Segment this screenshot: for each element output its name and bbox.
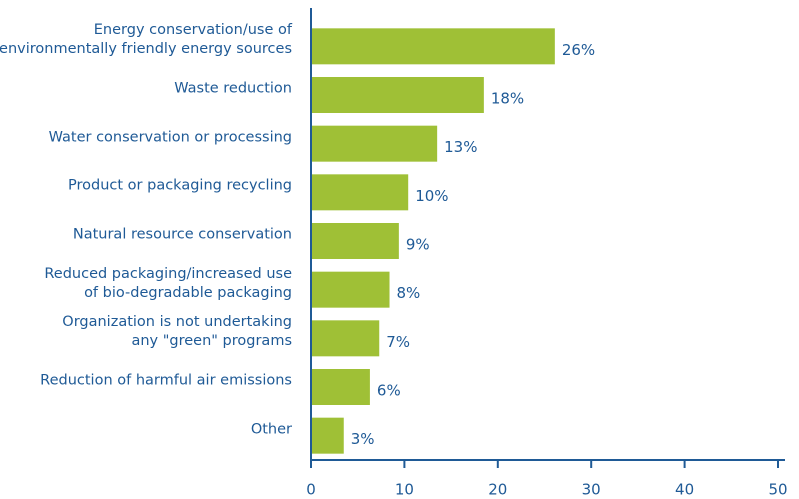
value-label: 26% <box>562 41 595 59</box>
value-label: 9% <box>406 236 430 254</box>
category-label: Reduced packaging/increased use of bio-d… <box>44 265 292 301</box>
bar <box>312 174 409 211</box>
value-label: 13% <box>444 138 477 156</box>
x-tick-label: 10 <box>395 481 414 499</box>
bar <box>312 369 370 405</box>
category-label: Reduction of harmful air emissions <box>40 372 292 389</box>
category-label: Organization is not undertaking any "gre… <box>62 314 292 350</box>
x-tick-label: 0 <box>306 481 316 499</box>
bar <box>312 223 399 259</box>
category-label: Other <box>250 421 292 438</box>
bar <box>312 320 380 357</box>
value-label: 18% <box>491 90 524 108</box>
category-label: Natural resource conservation <box>72 226 292 243</box>
category-label: Waste reduction <box>174 80 292 97</box>
bar <box>312 77 484 113</box>
value-label: 10% <box>415 187 448 205</box>
x-tick-label: 30 <box>582 481 601 499</box>
category-label: Energy conservation/use of environmental… <box>0 22 292 58</box>
bar <box>312 28 555 65</box>
bar <box>312 271 390 308</box>
value-label: 8% <box>397 284 421 302</box>
value-label: 6% <box>377 382 401 400</box>
value-label: 3% <box>351 430 375 448</box>
bar <box>312 125 438 162</box>
bar <box>312 417 344 454</box>
x-tick-label: 50 <box>768 481 787 499</box>
x-tick-label: 20 <box>488 481 507 499</box>
x-tick-label: 40 <box>675 481 694 499</box>
category-label: Water conservation or processing <box>48 129 292 146</box>
category-label: Product or packaging recycling <box>68 177 292 194</box>
value-label: 7% <box>386 333 410 351</box>
